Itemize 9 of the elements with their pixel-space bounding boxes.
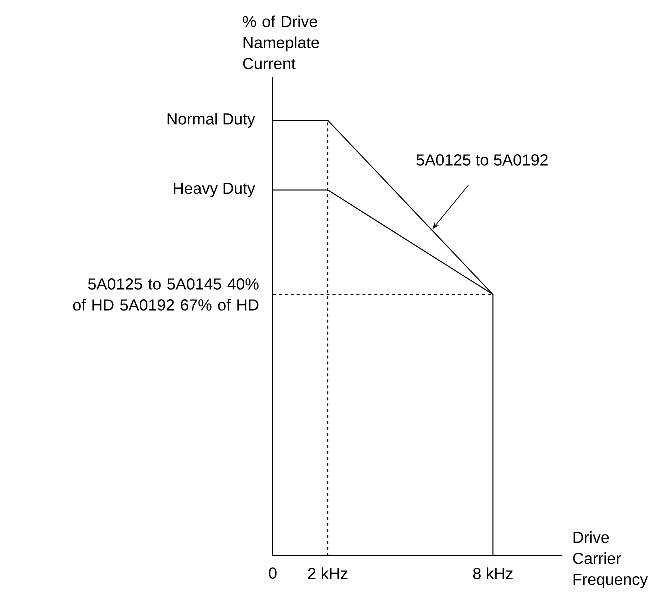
series-label: Normal Duty	[168, 113, 256, 128]
series-label: Heavy Duty	[174, 183, 256, 198]
x-tick-label: 8 kHz	[473, 568, 513, 580]
x-tick-label: 2 kHz	[308, 568, 348, 580]
ref-line-label: 5A0125 to 5A0145 40% of HD 5A0192 67% of HD	[73, 278, 259, 311]
annotation: 5A0125 to 5A0192	[416, 154, 548, 166]
x-axis-title: Drive Carrier Frequency	[573, 532, 648, 588]
y-axis-title: % of Drive Nameplate Current	[243, 16, 320, 70]
x-tick-label: 0	[269, 568, 277, 579]
